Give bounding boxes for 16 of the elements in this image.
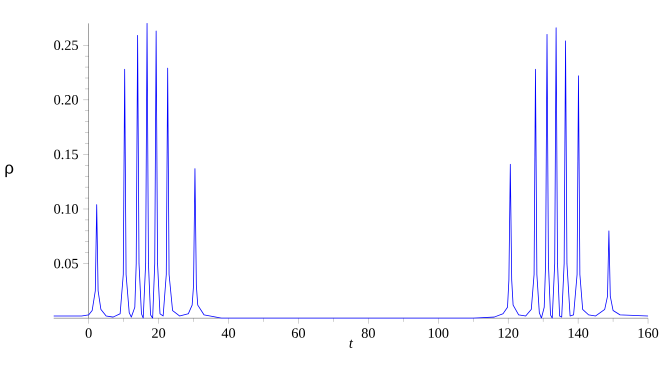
x-tick-label: 120	[498, 328, 518, 338]
x-tick-label: 60	[292, 328, 306, 338]
x-tick-label: 40	[222, 328, 236, 338]
y-tick-label: 0.10	[54, 204, 78, 214]
y-tick-label: 0.25	[54, 40, 78, 50]
y-tick-label: 0.15	[54, 150, 78, 160]
x-axis-title: t	[350, 340, 354, 348]
x-tick-label: 160	[638, 328, 658, 338]
x-tick-label: 80	[362, 328, 375, 338]
x-tick-label: 0	[86, 328, 92, 338]
x-tick-label: 20	[152, 328, 166, 338]
x-tick-label: 100	[428, 328, 448, 338]
y-tick-label: 0.05	[54, 258, 78, 268]
x-tick-label: 140	[568, 328, 588, 338]
y-tick-label: 0.20	[54, 95, 78, 105]
y-axis-title: ρ	[5, 164, 14, 178]
